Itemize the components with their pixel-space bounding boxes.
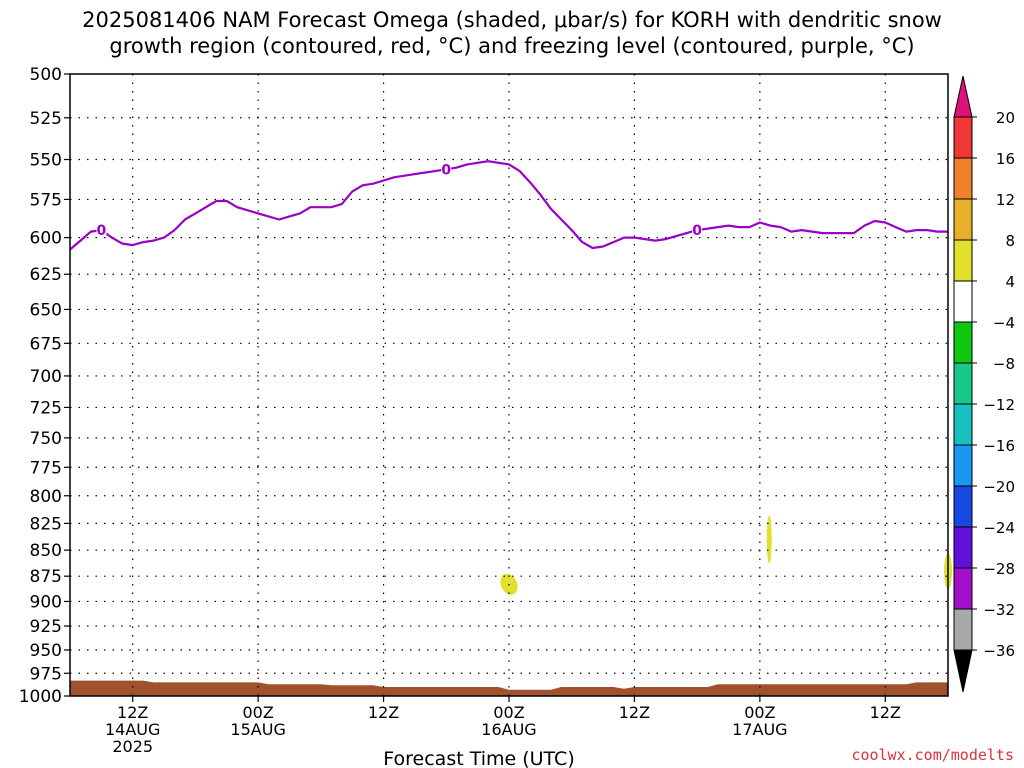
colorbar-band-9 xyxy=(953,485,973,528)
x-tick-label-72-1: 17AUG xyxy=(732,720,787,739)
y-tick-label-600: 600 xyxy=(30,229,62,249)
freezing-level-line xyxy=(69,160,948,251)
grid-layer xyxy=(70,74,948,696)
y-tick-label-625: 625 xyxy=(30,265,62,285)
colorbar-label-13: −36 xyxy=(983,642,1015,660)
y-tick-label-725: 725 xyxy=(30,398,62,418)
y-tick-label-525: 525 xyxy=(30,109,62,129)
x-tick-label-12-1: 14AUG xyxy=(105,720,160,739)
y-tick-label-875: 875 xyxy=(30,567,62,587)
colorbar-label-12: −32 xyxy=(983,601,1015,619)
freezing-level-label-bg-66 xyxy=(692,222,703,238)
y-tick-label-500: 500 xyxy=(30,65,62,85)
x-axis-label: Forecast Time (UTC) xyxy=(383,748,574,768)
x-tick-label-48-0: 00Z xyxy=(493,703,524,722)
x-tick-label-12-0: 12Z xyxy=(117,703,148,722)
freezing-level-label-bg-42 xyxy=(441,161,452,177)
colorbar-label-7: −12 xyxy=(983,396,1015,414)
colorbar-band-1 xyxy=(953,157,973,200)
freezing-level-label-66: 0 xyxy=(692,223,702,239)
colorbar-label-11: −28 xyxy=(983,560,1015,578)
colorbar-label-5: −4 xyxy=(993,314,1015,332)
chart-title-line-1: 2025081406 NAM Forecast Omega (shaded, μ… xyxy=(82,8,942,32)
colorbar-band-8 xyxy=(953,444,973,487)
colorbar-band-5 xyxy=(953,321,973,364)
y-tick-label-750: 750 xyxy=(30,429,62,449)
y-tick-label-650: 650 xyxy=(30,300,62,320)
chart-title-line-2: growth region (contoured, red, °C) and f… xyxy=(109,34,915,58)
credit-link[interactable]: coolwx.com/modelts xyxy=(851,746,1014,764)
colorbar-band-6 xyxy=(953,362,973,405)
colorbar-band-2 xyxy=(953,198,973,241)
colorbar-band-10 xyxy=(953,526,973,569)
y-axis-ticks: 500 525 550 575 600 625 650 675 700 725 750 775 800 8… xyxy=(19,65,70,707)
x-tick-label-24-0: 00Z xyxy=(242,703,273,722)
y-tick-label-950: 950 xyxy=(30,641,62,661)
y-tick-label-850: 850 xyxy=(30,541,62,561)
x-tick-label-48-1: 16AUG xyxy=(481,720,536,739)
colorbar-band-11 xyxy=(953,567,973,610)
colorbar-label-4: 4 xyxy=(1005,273,1015,291)
x-tick-label-12-2: 2025 xyxy=(112,737,153,756)
y-tick-label-550: 550 xyxy=(30,151,62,171)
colorbar-label-3: 8 xyxy=(1005,232,1015,250)
freezing-level-label-bg-9 xyxy=(96,222,107,238)
colorbar-label-9: −20 xyxy=(983,478,1015,496)
y-tick-label-700: 700 xyxy=(30,367,62,387)
colorbar-top-triangle xyxy=(953,75,973,118)
y-tick-label-825: 825 xyxy=(30,514,62,534)
y-tick-label-900: 900 xyxy=(30,592,62,612)
colorbar-band-0 xyxy=(953,116,973,159)
freezing-level-layer: 0 0 0 xyxy=(69,160,948,251)
x-tick-label-36-0: 12Z xyxy=(368,703,399,722)
terrain-surface-fill xyxy=(70,680,948,696)
omega-area-17aug xyxy=(766,515,772,564)
y-tick-label-575: 575 xyxy=(30,190,62,210)
y-tick-label-925: 925 xyxy=(30,617,62,637)
y-tick-label-1000: 1000 xyxy=(19,687,62,707)
y-tick-label-775: 775 xyxy=(30,458,62,478)
colorbar-label-6: −8 xyxy=(993,355,1015,373)
freezing-level-label-42: 0 xyxy=(441,162,451,178)
colorbar-label-0: 20 xyxy=(996,109,1015,127)
y-tick-label-675: 675 xyxy=(30,334,62,354)
plot-frame xyxy=(69,73,949,697)
colorbar-legend: 20 16 12 8 4 −4 −8 −12 −16 −20 −24 −28 −32 −36 xyxy=(953,75,1015,693)
x-tick-label-84-0: 12Z xyxy=(870,703,901,722)
colorbar-band-12 xyxy=(953,608,973,651)
colorbar-label-1: 16 xyxy=(996,150,1015,168)
freezing-level-label-9: 0 xyxy=(96,223,106,239)
terrain-layer xyxy=(70,680,948,696)
colorbar-band-3 xyxy=(953,239,973,282)
colorbar-label-10: −24 xyxy=(983,519,1015,537)
colorbar-label-2: 12 xyxy=(996,191,1015,209)
y-tick-label-975: 975 xyxy=(30,664,62,684)
omega-shading-layer xyxy=(500,515,952,595)
x-tick-label-72-0: 00Z xyxy=(744,703,775,722)
x-tick-label-24-1: 15AUG xyxy=(230,720,285,739)
colorbar-band-4 xyxy=(953,280,973,323)
x-tick-label-60-0: 12Z xyxy=(619,703,650,722)
y-tick-label-800: 800 xyxy=(30,487,62,507)
colorbar-bottom-triangle xyxy=(953,649,973,693)
colorbar-band-7 xyxy=(953,403,973,446)
colorbar-label-8: −16 xyxy=(983,437,1015,455)
